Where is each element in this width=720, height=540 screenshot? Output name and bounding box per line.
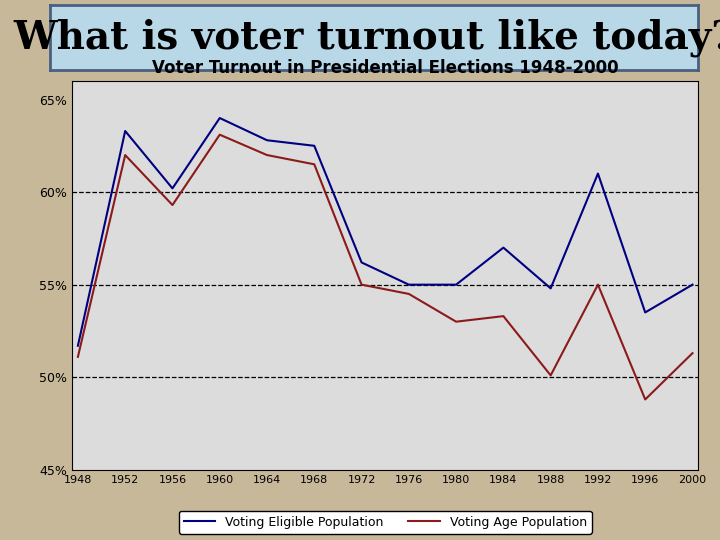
Legend: Voting Eligible Population, Voting Age Population: Voting Eligible Population, Voting Age P… — [179, 510, 592, 534]
Text: What is voter turnout like today?: What is voter turnout like today? — [14, 18, 720, 57]
Title: Voter Turnout in Presidential Elections 1948-2000: Voter Turnout in Presidential Elections … — [152, 59, 618, 77]
